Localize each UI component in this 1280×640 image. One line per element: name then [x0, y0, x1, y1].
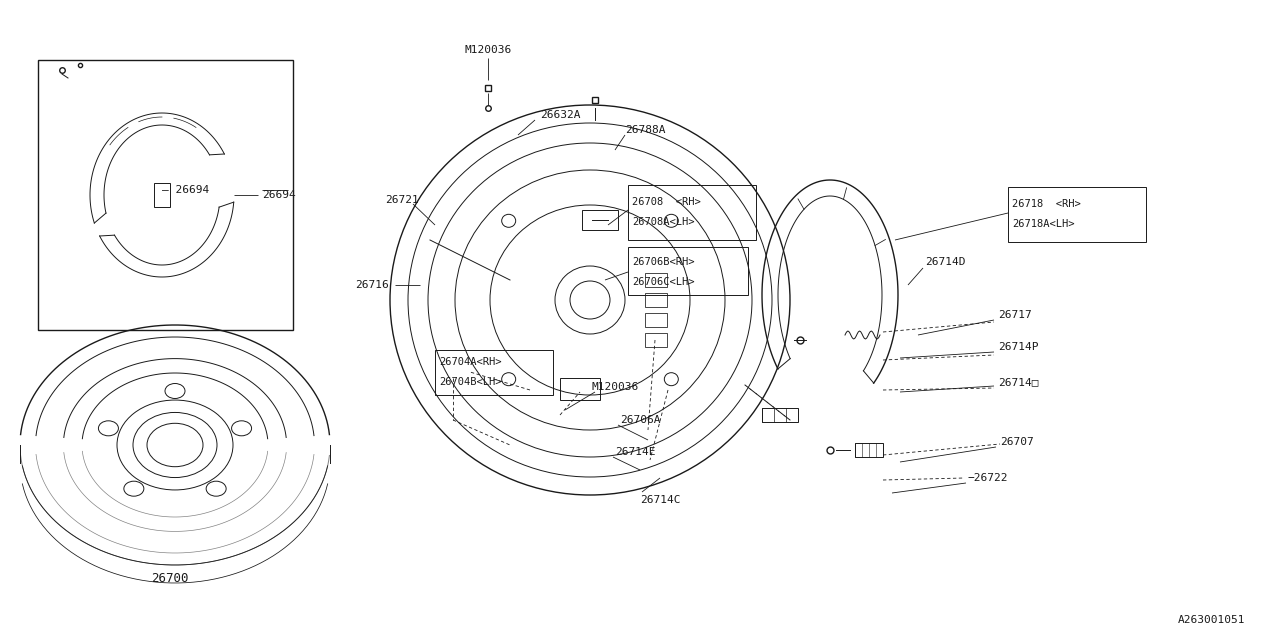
Text: 26718  <RH>: 26718 <RH>	[1012, 199, 1080, 209]
Text: 26788A: 26788A	[625, 125, 666, 135]
Text: 26706C<LH>: 26706C<LH>	[632, 277, 695, 287]
Text: 26708A<LH>: 26708A<LH>	[632, 217, 695, 227]
Text: 26704B<LH>: 26704B<LH>	[439, 377, 502, 387]
Text: 26632A: 26632A	[540, 110, 581, 120]
Text: M120036: M120036	[465, 45, 512, 55]
Bar	[645, 273, 667, 287]
Bar	[561, 378, 600, 400]
Text: 26700: 26700	[151, 572, 188, 584]
Text: 26714□: 26714□	[998, 377, 1038, 387]
Text: −26722: −26722	[968, 473, 1009, 483]
Text: 26714C: 26714C	[640, 495, 681, 505]
Bar	[628, 185, 756, 240]
Text: 26721: 26721	[385, 195, 419, 205]
Text: 26716: 26716	[355, 280, 389, 290]
Text: 26694: 26694	[262, 190, 296, 200]
Bar	[645, 293, 667, 307]
Text: 26704A<RH>: 26704A<RH>	[439, 357, 502, 367]
Bar	[855, 443, 883, 457]
Text: M120036: M120036	[591, 382, 639, 392]
Text: 26718A<LH>: 26718A<LH>	[1012, 219, 1074, 229]
Text: 26714P: 26714P	[998, 342, 1038, 352]
Bar	[582, 210, 618, 230]
Text: 26717: 26717	[998, 310, 1032, 320]
Text: A263001051: A263001051	[1178, 615, 1245, 625]
Text: 26714D: 26714D	[925, 257, 965, 267]
Bar	[435, 350, 553, 395]
Bar	[762, 408, 797, 422]
Bar	[645, 313, 667, 327]
Text: 26707: 26707	[1000, 437, 1034, 447]
Bar	[38, 60, 293, 330]
Bar	[645, 333, 667, 347]
Bar	[628, 247, 748, 295]
Text: – 26694: – 26694	[163, 185, 209, 195]
Text: 26714E: 26714E	[614, 447, 655, 457]
Text: 26708  <RH>: 26708 <RH>	[632, 197, 700, 207]
Text: 26706A: 26706A	[620, 415, 660, 425]
Bar	[1009, 187, 1146, 242]
Bar	[154, 183, 170, 207]
Text: 26706B<RH>: 26706B<RH>	[632, 257, 695, 267]
